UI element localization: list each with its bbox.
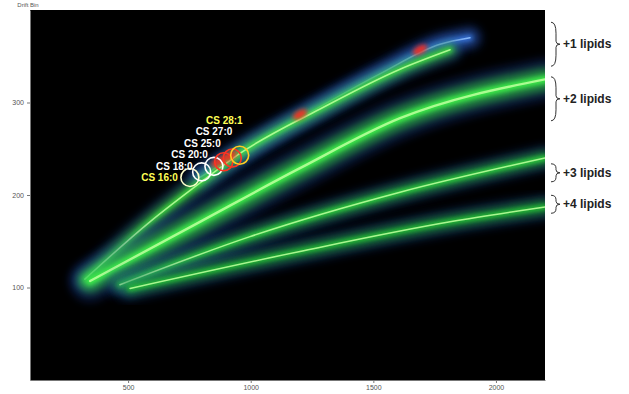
hotspot — [291, 107, 309, 122]
band-label: +1 lipids — [563, 37, 612, 51]
band-label: +3 lipids — [563, 166, 612, 180]
brace — [551, 195, 560, 213]
annotation-circle — [193, 163, 211, 181]
axis-line — [30, 11, 31, 381]
plot-background — [30, 10, 545, 380]
tick: 300 — [12, 99, 30, 106]
tick-label: 100 — [12, 284, 24, 291]
axis-line — [31, 380, 546, 381]
brace — [551, 164, 560, 182]
annotation-label: CS 28:1 — [206, 115, 243, 126]
band-label: +4 lipids — [563, 197, 612, 211]
tick: 2000 — [489, 380, 505, 391]
brace — [551, 77, 560, 121]
tick-label: 300 — [12, 99, 24, 106]
annotation-label: CS 25:0 — [184, 138, 221, 149]
tick-label: 1500 — [366, 384, 382, 391]
density-band — [130, 207, 545, 288]
plot-area — [85, 38, 545, 289]
tick: 100 — [12, 284, 30, 291]
tick: 1500 — [366, 380, 382, 391]
annotation-label: CS 16:0 — [141, 172, 178, 183]
tick-label: 2000 — [489, 384, 505, 391]
annotation-label: CS 20:0 — [171, 149, 208, 160]
annotation-label: CS 27:0 — [196, 126, 233, 137]
brace — [551, 22, 560, 66]
annotation-circle — [231, 146, 249, 164]
band-label: +2 lipids — [563, 92, 612, 106]
annotation-label: CS 18:0 — [156, 161, 193, 172]
density-band — [130, 207, 545, 288]
tick: 1000 — [243, 380, 259, 391]
tick: 500 — [123, 380, 135, 391]
tick-label: 200 — [12, 192, 24, 199]
tick: 200 — [12, 192, 30, 199]
tick-label: 500 — [123, 384, 135, 391]
tick-mark — [27, 288, 30, 289]
axis-title: Drift Bin — [17, 2, 38, 8]
y-axis: 100 200 300 — [12, 11, 30, 381]
hotspot — [411, 42, 429, 57]
tick-mark — [27, 195, 30, 196]
tick-mark — [27, 103, 30, 104]
hotspot — [210, 154, 228, 169]
density-band — [130, 207, 545, 288]
density-band — [130, 207, 545, 288]
tick-label: 1000 — [243, 384, 259, 391]
x-axis: 500 1000 1500 2000 — [31, 380, 546, 391]
chart: CS 16:0CS 18:0CS 20:0CS 25:0CS 27:0CS 28… — [0, 0, 629, 394]
